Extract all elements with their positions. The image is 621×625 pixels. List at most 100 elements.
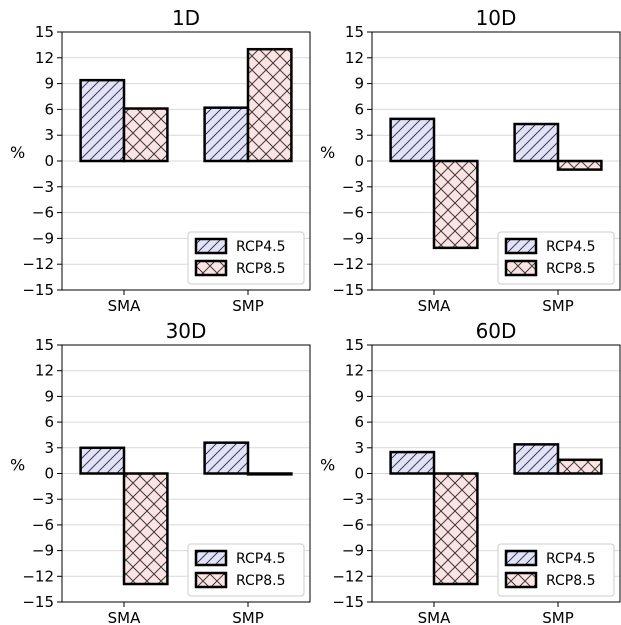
y-tick-label: 9 <box>354 75 364 93</box>
x-tick-label: SMA <box>418 609 451 625</box>
legend-label: RCP4.5 <box>236 551 286 567</box>
legend-label: RCP4.5 <box>546 239 596 255</box>
x-tick-label: SMP <box>542 297 574 315</box>
y-tick-label: 3 <box>354 126 364 144</box>
y-axis-label: % <box>10 143 25 162</box>
bar-RCP8.5-SMA <box>122 107 169 163</box>
legend-swatch <box>194 549 228 567</box>
y-tick-label: −12 <box>22 567 54 585</box>
y-tick-label: 12 <box>35 49 54 67</box>
y-tick-label: −15 <box>22 593 54 611</box>
legend-swatch <box>504 549 538 567</box>
bar-RCP8.5-SMA <box>122 472 169 586</box>
subplot-title: 30D <box>166 319 207 343</box>
y-tick-label: −15 <box>332 281 364 299</box>
y-tick-label: −6 <box>342 516 364 534</box>
x-tick-label: SMA <box>108 297 141 315</box>
x-tick-label: SMA <box>108 609 141 625</box>
bar-RCP4.5-SMP <box>513 443 560 475</box>
subplot-0: 15 12 9 6 3 0 −3 −6 −9 −12 −15 SMA SMP 1D% RCP4.5 RCP8.… <box>10 6 311 315</box>
subplot-title: 60D <box>476 319 517 343</box>
y-tick-label: 15 <box>345 336 364 354</box>
y-tick-label: 3 <box>44 439 54 457</box>
y-tick-label: 6 <box>354 413 364 431</box>
y-tick-label: −6 <box>32 204 54 222</box>
legend-swatch <box>504 571 538 589</box>
bar-RCP4.5-SMP <box>203 106 250 163</box>
legend-label: RCP8.5 <box>546 261 596 277</box>
subplot-title: 1D <box>172 6 200 30</box>
legend-swatch <box>504 259 538 277</box>
y-tick-label: 15 <box>35 336 54 354</box>
y-axis-label: % <box>10 456 25 475</box>
legend-label: RCP4.5 <box>236 239 286 255</box>
y-tick-label: −9 <box>32 229 54 247</box>
legend-swatch <box>504 237 538 255</box>
legend: RCP4.5 RCP8.5 <box>497 231 615 285</box>
legend-swatch <box>194 259 228 277</box>
bar-RCP8.5-SMP <box>246 472 293 476</box>
y-tick-label: −15 <box>332 593 364 611</box>
bar-RCP8.5-SMA <box>432 472 479 586</box>
y-tick-label: 12 <box>345 362 364 380</box>
y-tick-label: −12 <box>332 567 364 585</box>
x-tick-label: SMP <box>232 609 264 625</box>
y-tick-label: 6 <box>44 413 54 431</box>
y-tick-label: 0 <box>354 152 364 170</box>
y-tick-label: −6 <box>342 204 364 222</box>
y-tick-label: 9 <box>44 387 54 405</box>
subplot-3: 15 12 9 6 3 0 −3 −6 −9 −12 −15 SMA SMP 60D% RCP4.5 RCP8… <box>320 319 621 625</box>
legend-label: RCP8.5 <box>546 573 596 589</box>
bar-RCP8.5-SMA <box>432 159 479 250</box>
bar-RCP8.5-SMP <box>556 458 603 475</box>
y-tick-label: 15 <box>345 23 364 41</box>
y-tick-label: 6 <box>354 100 364 118</box>
legend-swatch <box>194 237 228 255</box>
legend-swatch <box>194 571 228 589</box>
bar-RCP4.5-SMA <box>79 446 126 475</box>
bar-RCP8.5-SMP <box>246 47 293 163</box>
subplot-title: 10D <box>476 6 517 30</box>
y-tick-label: 12 <box>35 362 54 380</box>
y-tick-label: −15 <box>22 281 54 299</box>
y-tick-label: −3 <box>32 490 54 508</box>
legend: RCP4.5 RCP8.5 <box>187 231 305 285</box>
y-axis-label: % <box>320 456 335 475</box>
y-tick-label: −9 <box>342 542 364 560</box>
y-tick-label: 12 <box>345 49 364 67</box>
y-tick-label: −12 <box>22 255 54 273</box>
legend-label: RCP8.5 <box>236 261 286 277</box>
y-tick-label: 0 <box>354 465 364 483</box>
y-tick-label: −9 <box>342 229 364 247</box>
y-axis-label: % <box>320 143 335 162</box>
y-tick-label: −6 <box>32 516 54 534</box>
bar-RCP8.5-SMP <box>556 159 603 171</box>
y-tick-label: 3 <box>354 439 364 457</box>
y-tick-label: −12 <box>332 255 364 273</box>
subplot-2: 15 12 9 6 3 0 −3 −6 −9 −12 −15 SMA SMP 30D% RCP4.5 RCP8… <box>10 319 311 625</box>
x-tick-label: SMP <box>542 609 574 625</box>
y-tick-label: 0 <box>44 465 54 483</box>
x-tick-label: SMP <box>232 297 264 315</box>
y-tick-label: 0 <box>44 152 54 170</box>
bar-RCP4.5-SMP <box>203 441 250 475</box>
y-tick-label: −3 <box>32 178 54 196</box>
y-tick-label: −3 <box>342 178 364 196</box>
y-tick-label: 9 <box>44 75 54 93</box>
y-tick-label: 15 <box>35 23 54 41</box>
y-tick-label: 9 <box>354 387 364 405</box>
bar-RCP4.5-SMA <box>79 78 126 163</box>
x-tick-label: SMA <box>418 297 451 315</box>
y-tick-label: −9 <box>32 542 54 560</box>
y-tick-label: 6 <box>44 100 54 118</box>
bar-RCP4.5-SMP <box>513 122 560 163</box>
bar-RCP4.5-SMA <box>389 450 436 475</box>
legend-label: RCP4.5 <box>546 551 596 567</box>
legend-label: RCP8.5 <box>236 573 286 589</box>
legend: RCP4.5 RCP8.5 <box>497 543 615 597</box>
subplot-1: 15 12 9 6 3 0 −3 −6 −9 −12 −15 SMA SMP 10D% RCP4.5 RCP8… <box>320 6 621 315</box>
bar-RCP4.5-SMA <box>389 117 436 163</box>
y-tick-label: −3 <box>342 490 364 508</box>
legend: RCP4.5 RCP8.5 <box>187 543 305 597</box>
